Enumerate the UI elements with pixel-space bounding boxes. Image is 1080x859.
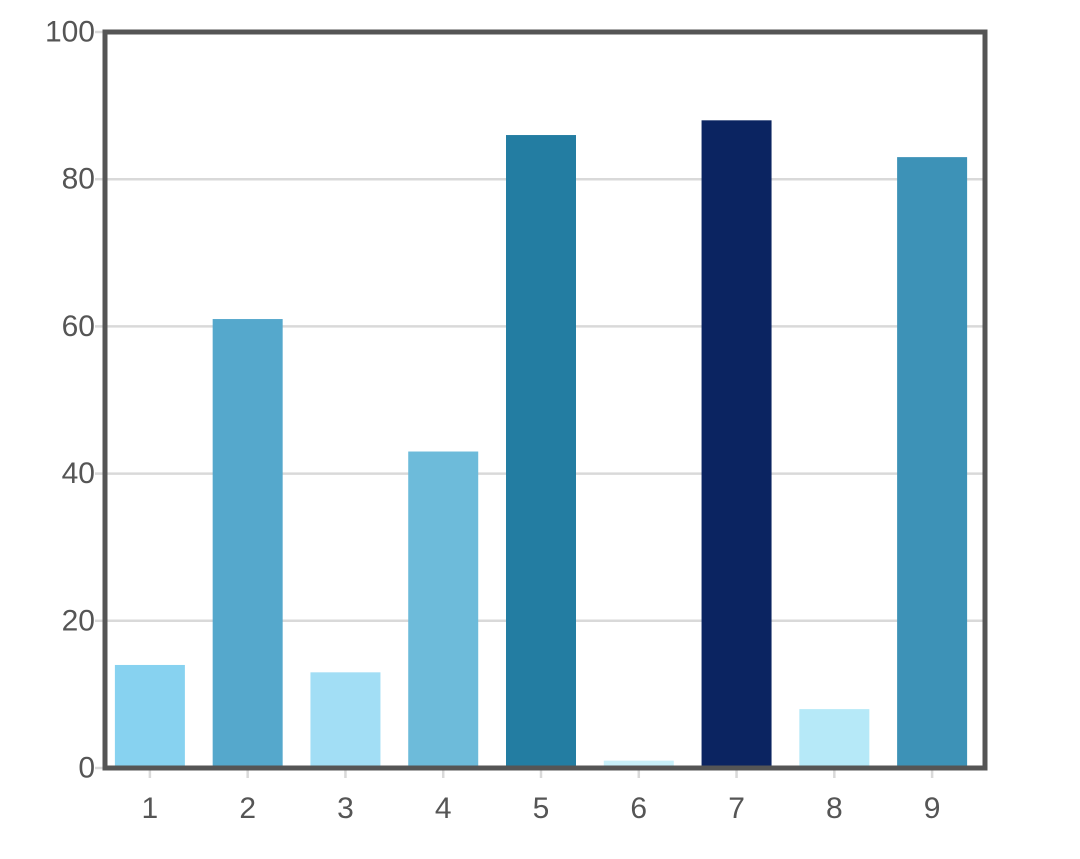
y-tick-label-100: 100 xyxy=(45,16,95,49)
bar-8 xyxy=(799,709,870,768)
x-tick-label-4: 4 xyxy=(435,792,452,825)
bars xyxy=(114,120,968,769)
x-tick-label-1: 1 xyxy=(142,792,159,825)
bar-1 xyxy=(114,664,185,768)
bar-2 xyxy=(212,319,283,768)
y-tick-label-60: 60 xyxy=(62,310,95,343)
bar-5 xyxy=(506,135,576,769)
y-tick-label-80: 80 xyxy=(62,163,95,196)
plot-frame xyxy=(102,29,988,771)
x-tick-label-8: 8 xyxy=(826,792,843,825)
y-tick-label-40: 40 xyxy=(62,457,95,490)
x-tick-label-7: 7 xyxy=(728,792,745,825)
y-tick-label-20: 20 xyxy=(62,604,95,637)
x-tick-label-2: 2 xyxy=(239,792,256,825)
x-tick-label-6: 6 xyxy=(630,792,647,825)
y-tick-label-0: 0 xyxy=(78,752,95,785)
bar-6 xyxy=(603,760,674,768)
bar-4 xyxy=(408,451,479,768)
x-tick-label-3: 3 xyxy=(337,792,354,825)
tick-labels: 0 20 40 60 80 100 1 2 3 4 5 6 7 8 9 xyxy=(45,16,941,826)
bar-9 xyxy=(897,157,968,768)
x-tick-label-5: 5 xyxy=(533,792,550,825)
bar-3 xyxy=(310,672,381,768)
bar-7 xyxy=(701,120,772,768)
x-tick-label-9: 9 xyxy=(924,792,941,825)
